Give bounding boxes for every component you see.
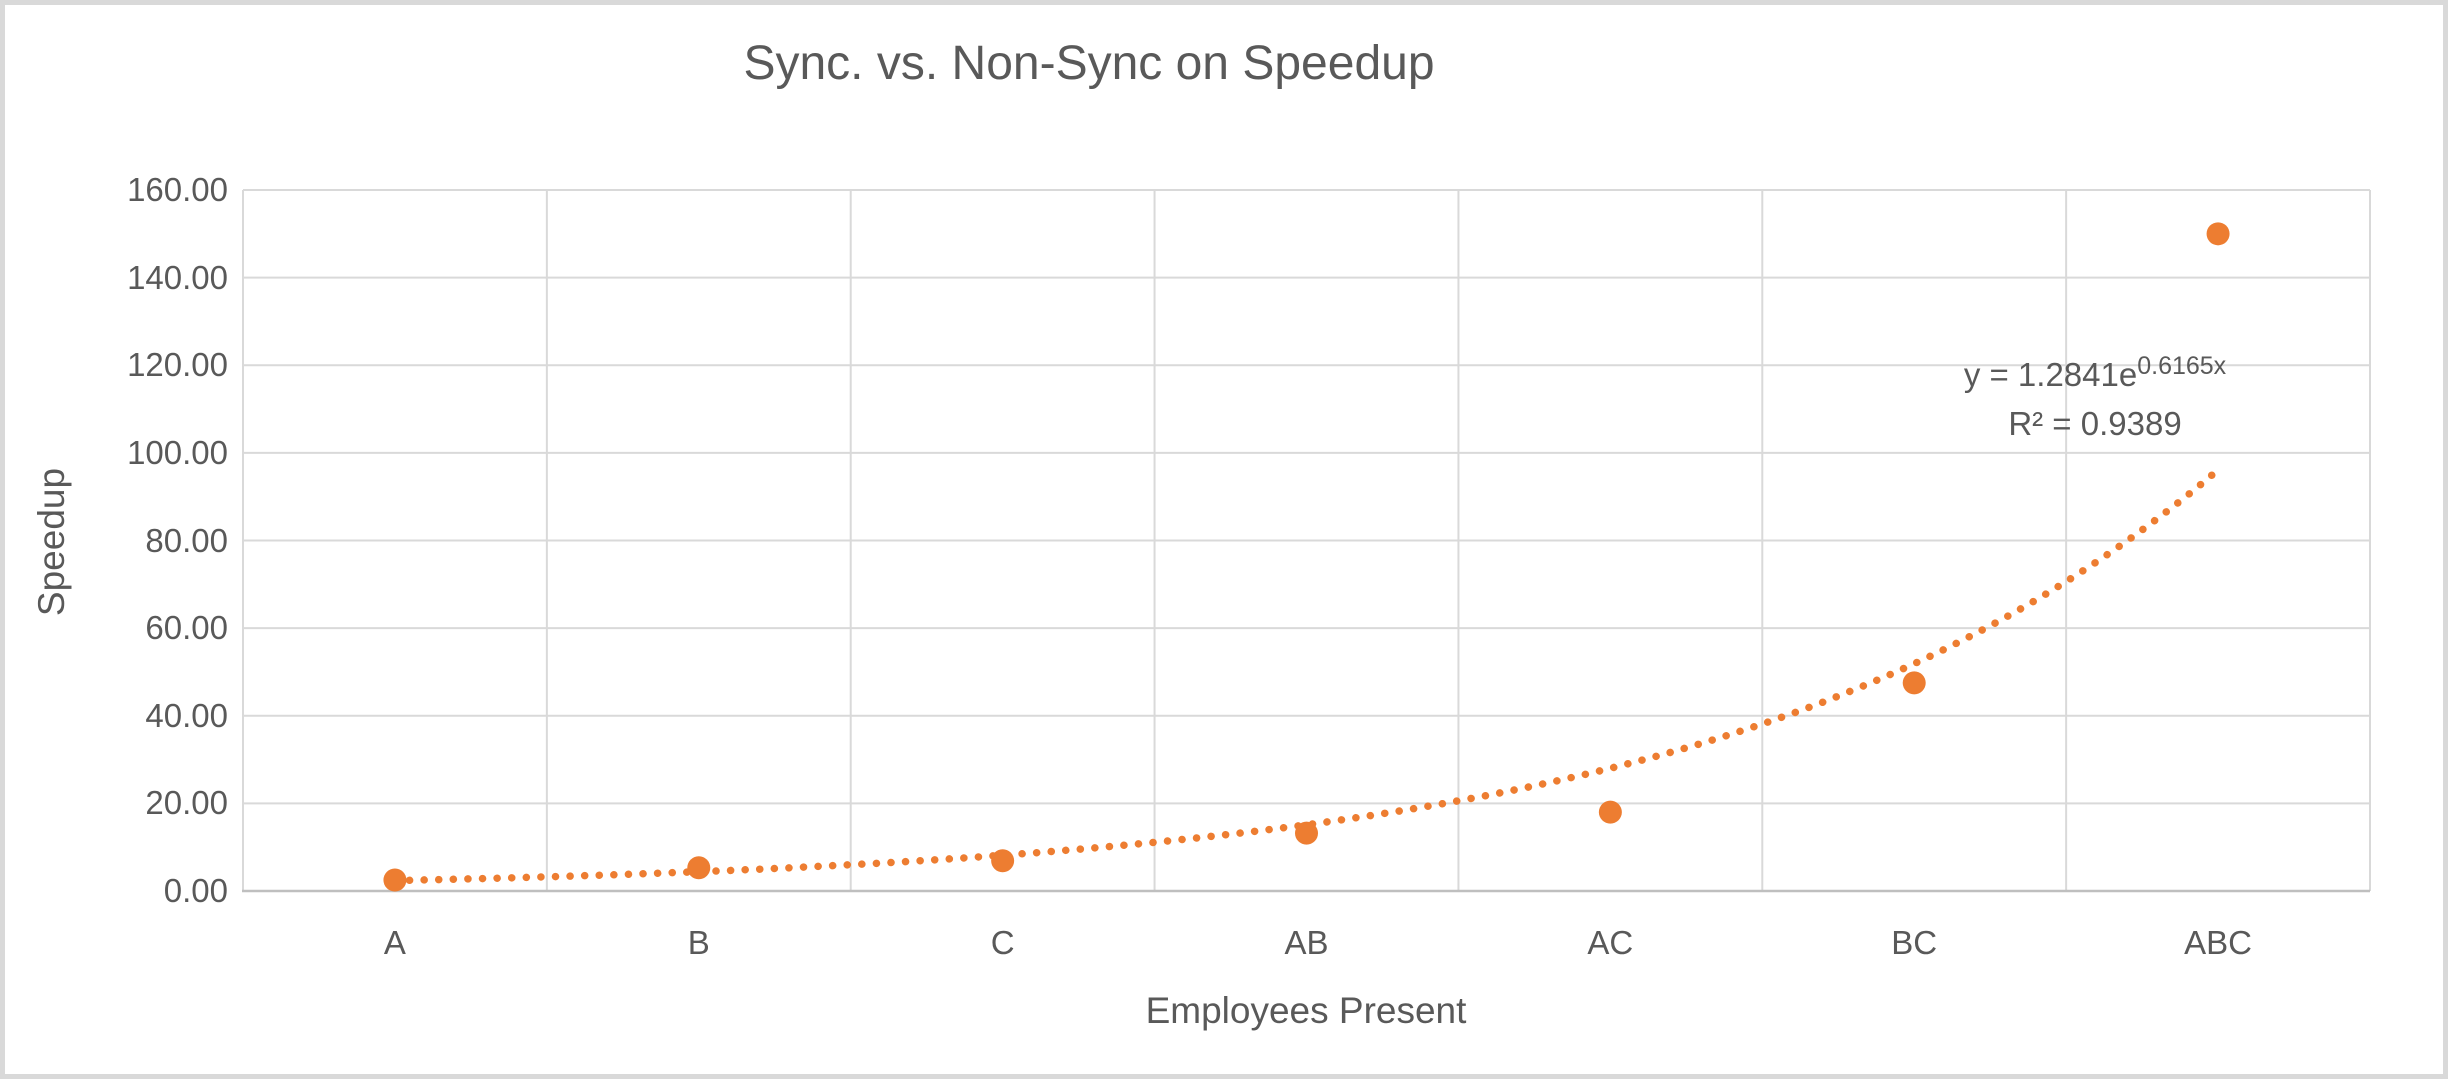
equation-line: y = 1.2841e0.6165x: [1845, 350, 2345, 399]
y-tick-label: 60.00: [145, 609, 228, 647]
equation-exponent: 0.6165x: [2137, 352, 2227, 380]
x-tick-label: A: [383, 924, 406, 961]
trendline-label: y = 1.2841e0.6165x R² = 0.9389: [1845, 350, 2345, 448]
x-tick-label: ABC: [2184, 924, 2252, 961]
y-tick-label: 0.00: [163, 872, 228, 909]
y-tick-label: 140.00: [127, 258, 228, 296]
y-tick-label: 20.00: [145, 784, 228, 822]
y-tick-label: 160.00: [127, 171, 228, 208]
data-point[interactable]: [1902, 671, 1926, 695]
y-tick-label: 80.00: [145, 521, 228, 559]
data-point[interactable]: [687, 856, 711, 880]
data-point[interactable]: [1598, 800, 1622, 824]
x-tick-label: C: [990, 924, 1015, 961]
y-tick-label: 120.00: [127, 346, 228, 384]
equation-base: y = 1.2841e: [1963, 356, 2138, 393]
x-tick-label: BC: [1891, 924, 1938, 961]
y-tick-label: 100.00: [127, 433, 228, 471]
data-point[interactable]: [1295, 821, 1318, 845]
x-axis-title: Employees Present: [1145, 990, 1467, 1031]
trendline[interactable]: [391, 466, 2222, 885]
data-point[interactable]: [2206, 222, 2230, 246]
r-squared-line: R² = 0.9389: [2008, 405, 2182, 442]
x-tick-label: AC: [1587, 924, 1634, 961]
data-point[interactable]: [991, 849, 1015, 873]
y-tick-label: 40.00: [145, 696, 228, 734]
y-axis-title: Speedup: [31, 467, 72, 617]
data-point[interactable]: [383, 868, 407, 892]
chart-title: Sync. vs. Non-Sync on Speedup: [743, 37, 1435, 90]
x-tick-label: B: [687, 924, 710, 961]
x-tick-label: AB: [1284, 924, 1329, 961]
